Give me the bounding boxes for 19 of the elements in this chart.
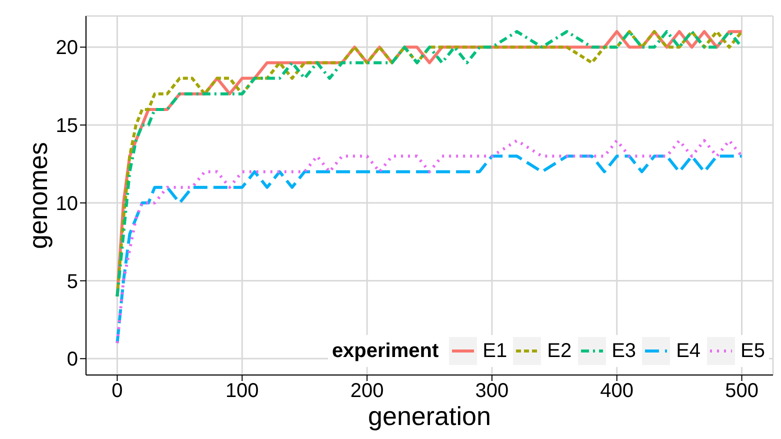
y-tick-label: 15 (56, 115, 78, 138)
legend-label: E1 (482, 340, 508, 362)
y-tick-label: 5 (66, 270, 78, 293)
y-tick-label: 0 (66, 348, 78, 371)
legend-label: E4 (676, 340, 701, 362)
x-tick-label: 500 (725, 380, 758, 402)
x-tick-label: 0 (112, 380, 123, 402)
legend-label: E5 (740, 340, 765, 362)
x-tick-label: 200 (350, 380, 384, 402)
x-axis-title: generation (368, 401, 491, 431)
legend-title: experiment (332, 340, 439, 362)
legend-label: E2 (547, 340, 572, 362)
x-tick-label: 100 (225, 380, 259, 402)
y-tick-label: 20 (56, 37, 78, 60)
y-axis-title: genomes (23, 142, 54, 249)
x-tick-label: 300 (475, 380, 509, 402)
y-tick-label: 10 (56, 193, 78, 215)
x-tick-label: 400 (600, 380, 634, 402)
legend-label: E3 (612, 340, 636, 362)
